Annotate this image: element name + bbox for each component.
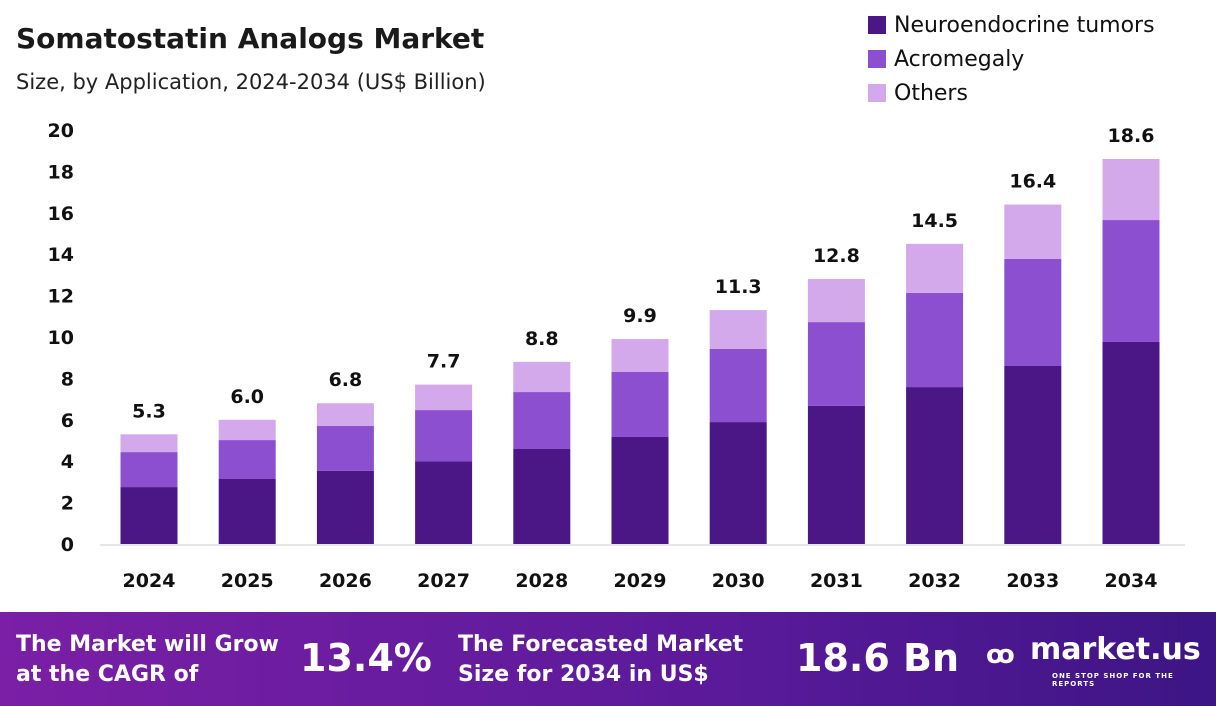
bar-segment [906,387,964,544]
bar-chart: 0 2 4 6 8 10 12 14 16 18 20 5.3 2024 6.0 2025 6.8 2026 7.… [48,120,1185,592]
footer-banner: The Market will Grow at the CAGR of 13.4… [0,612,1216,706]
bar-segment [218,479,276,544]
bar-segment [1102,158,1160,221]
bar-segment [415,461,473,544]
bar-segment [316,426,374,471]
logo: market.us [1030,632,1201,667]
y-tick-label: 2 [61,493,74,515]
bar-segment [1102,341,1160,544]
bar-segment [218,440,276,480]
bar-segment [709,310,767,350]
legend-label: Neuroendocrine tumors [894,12,1155,38]
forecast-text: The Forecasted Market [458,632,744,657]
y-tick-label: 6 [61,410,74,432]
y-tick-label: 18 [48,161,74,183]
logo-tagline: ONE STOP SHOP FOR THE REPORTS [1052,672,1174,688]
data-label: 12.8 [813,245,860,267]
bar-segment [415,384,473,411]
bar-segment [316,403,374,427]
bar-segment [120,434,178,453]
cagr-value: 13.4% [300,636,432,680]
chart-title: Somatostatin Analogs Market [16,22,485,55]
bar-segment [513,361,571,393]
bar-segment [120,452,178,488]
data-label: 6.0 [230,386,264,408]
bar-segment [513,392,571,449]
data-label: 6.8 [329,369,363,391]
x-tick-label: 2034 [1105,570,1158,592]
cagr-text-2: at the CAGR of [16,662,199,687]
y-tick-label: 20 [48,120,74,142]
legend-item: Others [868,76,1155,110]
x-tick-label: 2033 [1006,570,1059,592]
x-tick-label: 2031 [810,570,863,592]
bar-segment [316,470,374,544]
data-label: 14.5 [911,210,958,232]
forecast-text-2: Size for 2034 in US$ [458,662,709,687]
x-tick-label: 2030 [712,570,765,592]
bar-segment [415,410,473,462]
x-tick-label: 2032 [908,570,961,592]
y-tick-label: 14 [48,244,74,266]
data-label: 11.3 [715,276,762,298]
legend-label: Others [894,80,968,106]
bar-segment [1102,220,1160,342]
bar-segment [611,371,669,437]
forecast-value: 18.6 Bn [796,636,960,680]
x-tick-label: 2026 [319,570,372,592]
logo-icon: ꝏ [986,640,1015,670]
x-tick-label: 2028 [515,570,568,592]
y-tick-label: 10 [48,327,74,349]
chart-subtitle: Size, by Application, 2024-2034 (US$ Bil… [16,70,486,94]
data-label: 7.7 [427,351,461,373]
data-label: 5.3 [132,400,166,422]
bar-segment [513,448,571,544]
bar-segment [1004,365,1062,544]
bar-segment [1004,258,1062,366]
y-tick-label: 12 [48,286,74,308]
bar-segment [709,349,767,423]
x-tick-label: 2027 [417,570,470,592]
bar-segment [611,339,669,372]
y-tick-label: 8 [61,368,74,390]
data-label: 18.6 [1108,125,1155,147]
bar-segment [807,405,865,544]
x-tick-label: 2025 [221,570,274,592]
legend: Neuroendocrine tumors Acromegaly Others [868,8,1155,110]
data-label: 16.4 [1009,171,1056,193]
bar-segment [906,243,964,293]
legend-item: Neuroendocrine tumors [868,8,1155,42]
bar-segment [611,436,669,544]
x-tick-label: 2024 [123,570,176,592]
bar-segment [218,419,276,441]
legend-label: Acromegaly [894,46,1025,72]
y-tick-label: 0 [61,534,74,556]
data-label: 9.9 [623,305,657,327]
cagr-text: The Market will Grow [16,632,279,657]
bar-segment [807,279,865,323]
bar-segment [1004,204,1062,259]
x-tick-label: 2029 [614,570,667,592]
y-tick-label: 16 [48,203,74,225]
bar-segment [807,322,865,406]
bar-segment [906,292,964,388]
bar-segment [120,487,178,544]
y-tick-label: 4 [61,451,74,473]
bar-segment [709,422,767,544]
data-label: 8.8 [525,328,559,350]
legend-item: Acromegaly [868,42,1155,76]
